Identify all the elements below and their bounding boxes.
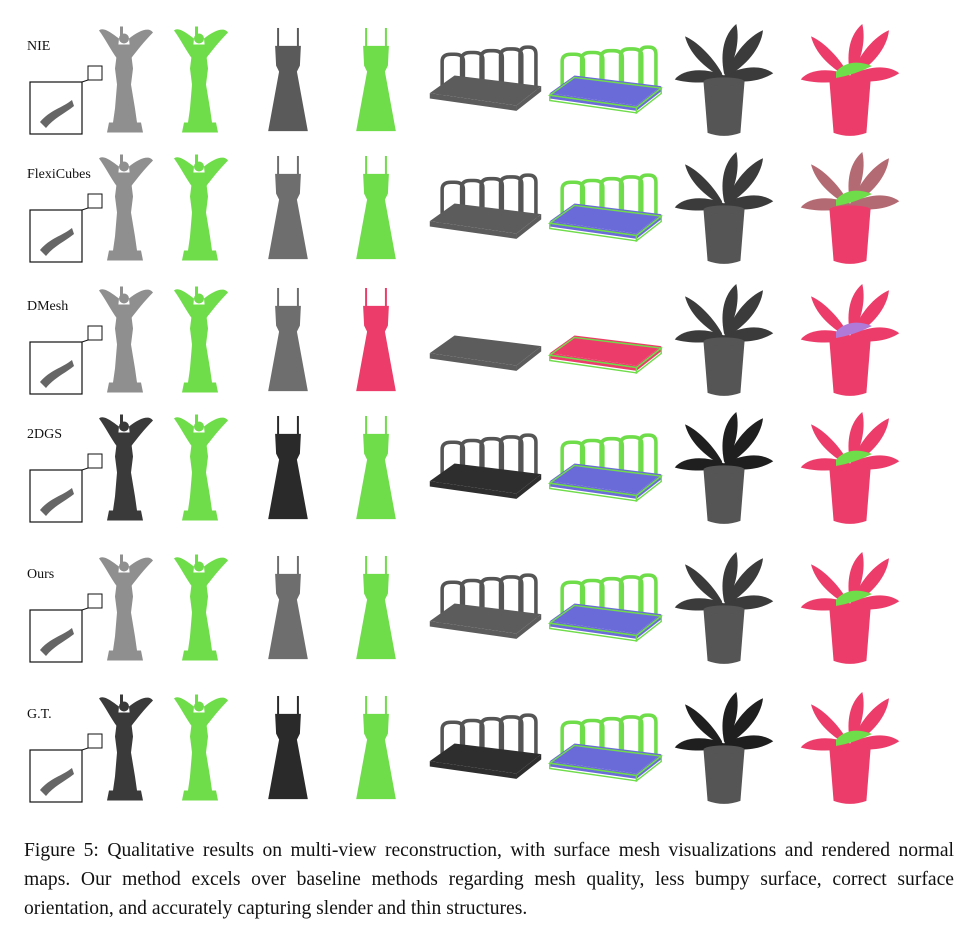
figure-caption: Figure 5: Qualitative results on multi-v… (24, 840, 954, 919)
zoom-inset-detail (40, 360, 74, 388)
zoom-connector-line (81, 747, 89, 751)
dress-normal-map (356, 287, 396, 392)
zoom-inset-box (29, 81, 83, 135)
plant-pot-mesh (703, 605, 745, 664)
row-label: G.T. (27, 707, 52, 722)
plant-pot-normal (829, 605, 871, 664)
plant-leaves-mesh (674, 24, 774, 83)
statue-mesh (99, 154, 153, 261)
dress-normal-map (356, 695, 396, 800)
plant-leaves-mesh (674, 552, 774, 611)
zoom-connector-line (81, 339, 89, 343)
plant-pot-mesh (703, 337, 745, 396)
zoom-region-marker (87, 65, 103, 81)
figure-grid: NIE FlexiCubes DMesh 2DGS Ours G.T. (27, 24, 900, 804)
rack-base-mesh (429, 603, 542, 639)
statue-mesh (99, 26, 153, 133)
plant-pot-mesh (703, 745, 745, 804)
statue-normal-map (174, 154, 228, 261)
zoom-connector-line (81, 207, 89, 211)
dress-mesh (268, 695, 308, 800)
dress-normal-map (356, 155, 396, 260)
zoom-inset-box (29, 749, 83, 803)
dress-mesh (268, 555, 308, 660)
zoom-region-marker (87, 193, 103, 209)
figure-row: NIE (27, 24, 900, 136)
figure-row: G.T. (27, 692, 900, 804)
zoom-region-marker (87, 733, 103, 749)
figure-row: FlexiCubes (27, 152, 900, 264)
plant-leaf-accent-normal (836, 590, 872, 606)
dress-mesh (268, 27, 308, 132)
zoom-inset-detail (40, 628, 74, 656)
plant-pot-normal (829, 465, 871, 524)
statue-mesh (99, 554, 153, 661)
zoom-inset-detail (40, 768, 74, 796)
row-label: Ours (27, 567, 54, 582)
rack-base-mesh (429, 463, 542, 499)
dress-normal-map (356, 27, 396, 132)
rack-base-mesh (429, 743, 542, 779)
rack-base-mesh (429, 75, 542, 111)
row-label: DMesh (27, 299, 68, 314)
zoom-region-marker (87, 325, 103, 341)
rack-base-mesh (429, 335, 542, 371)
plant-pot-mesh (703, 205, 745, 264)
zoom-connector-line (81, 79, 89, 83)
statue-normal-map (174, 554, 228, 661)
dress-mesh (268, 155, 308, 260)
plant-pot-mesh (703, 465, 745, 524)
zoom-connector-line (81, 467, 89, 471)
zoom-inset-detail (40, 488, 74, 516)
dress-mesh (268, 287, 308, 392)
statue-normal-map (174, 414, 228, 521)
plant-pot-normal (829, 337, 871, 396)
plant-leaf-accent-normal (836, 322, 872, 338)
zoom-connector-line (81, 607, 89, 611)
figure-row: DMesh (27, 284, 900, 396)
dress-normal-map (356, 415, 396, 520)
zoom-inset-box (29, 469, 83, 523)
statue-normal-map (174, 286, 228, 393)
statue-mesh (99, 414, 153, 521)
row-label: NIE (27, 39, 50, 54)
figure-row: 2DGS (27, 412, 900, 524)
plant-leaf-accent-normal (836, 730, 872, 746)
zoom-inset-box (29, 209, 83, 263)
zoom-inset-box (29, 341, 83, 395)
plant-pot-normal (829, 205, 871, 264)
row-label: FlexiCubes (27, 167, 91, 182)
zoom-region-marker (87, 453, 103, 469)
plant-pot-normal (829, 745, 871, 804)
zoom-region-marker (87, 593, 103, 609)
plant-leaves-mesh (674, 284, 774, 343)
statue-normal-map (174, 26, 228, 133)
statue-mesh (99, 694, 153, 801)
row-label: 2DGS (27, 427, 62, 442)
zoom-inset-detail (40, 100, 74, 128)
plant-pot-normal (829, 77, 871, 136)
dress-normal-map (356, 555, 396, 660)
zoom-inset-detail (40, 228, 74, 256)
plant-pot-mesh (703, 77, 745, 136)
figure-row: Ours (27, 552, 900, 664)
rack-base-mesh (429, 203, 542, 239)
plant-leaf-accent-normal (836, 450, 872, 466)
plant-leaves-mesh (674, 692, 774, 751)
plant-leaves-mesh (674, 412, 774, 471)
statue-normal-map (174, 694, 228, 801)
statue-mesh (99, 286, 153, 393)
plant-leaf-accent-normal (836, 62, 872, 78)
dress-mesh (268, 415, 308, 520)
plant-leaves-mesh (674, 152, 774, 211)
zoom-inset-box (29, 609, 83, 663)
plant-leaf-accent-normal (836, 190, 872, 206)
